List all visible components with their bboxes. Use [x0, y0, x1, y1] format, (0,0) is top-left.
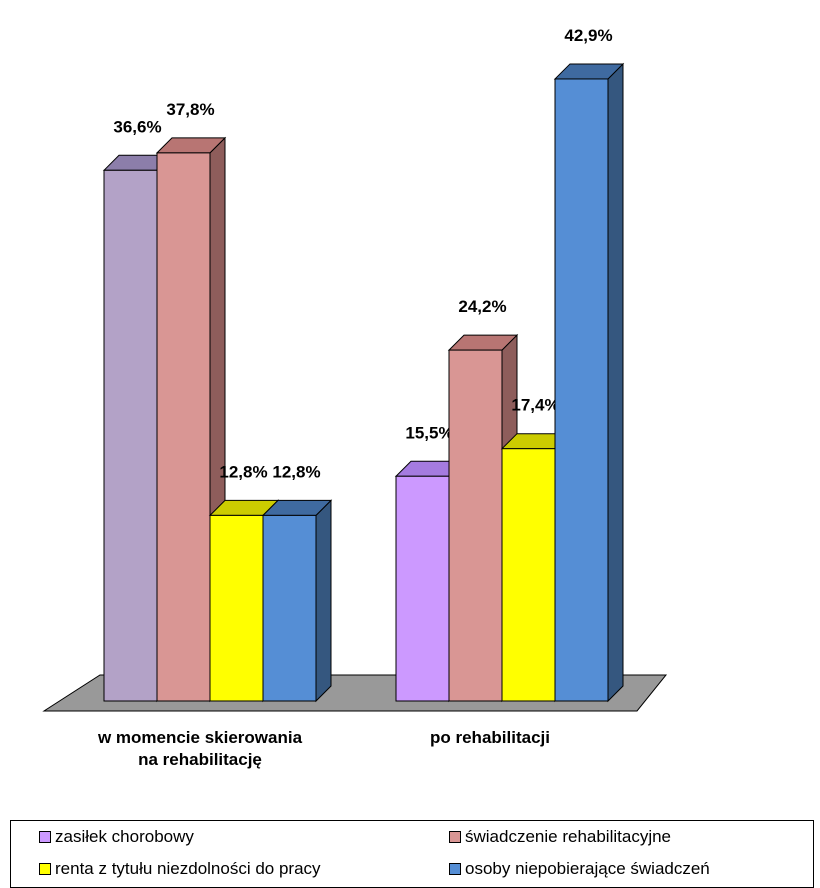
category-label-0-line-2: na rehabilitację	[138, 750, 262, 769]
bar-g0-s0-front	[103, 169, 158, 702]
legend-label-zasilek: zasiłek chorobowy	[55, 827, 194, 846]
data-label-g1-s3: 42,9%	[564, 26, 612, 45]
bar-g1-s3-front	[554, 78, 609, 702]
bar-g1-s2-front	[501, 448, 556, 702]
bar-g0-s3-side	[315, 499, 332, 703]
legend-swatch-niepobierajace	[449, 863, 461, 875]
bar-g0-s1-front	[156, 152, 211, 702]
bar-g1-s3-side	[607, 62, 624, 703]
category-label-1: po rehabilitacji	[385, 727, 595, 749]
legend-label-niepobierajace: osoby niepobierające świadczeń	[465, 859, 710, 878]
legend-swatch-renta	[39, 863, 51, 875]
bar-g0-s3-front	[262, 514, 317, 702]
legend-swatch-swiadczenie	[449, 831, 461, 843]
legend-item-swiadczenie: świadczenie rehabilitacyjne	[449, 827, 671, 847]
category-label-0: w momencie skierowania na rehabilitację	[40, 727, 360, 771]
legend-item-zasilek: zasiłek chorobowy	[39, 827, 194, 847]
bar-g0-s2-front	[209, 514, 264, 702]
data-label-g0-s2: 12,8%	[219, 462, 267, 481]
chart-plot: 36,6% 37,8% 12,8% 12,8% 15,5% 24,2% 17,4% 42,9%	[42, 26, 668, 712]
data-label-g1-s2: 17,4%	[511, 396, 559, 415]
legend-swatch-zasilek	[39, 831, 51, 843]
legend-label-renta: renta z tytułu niezdolności do pracy	[55, 859, 321, 878]
category-label-0-line-1: w momencie skierowania	[97, 728, 303, 747]
data-label-g1-s0: 15,5%	[405, 423, 453, 442]
data-label-g0-s3: 12,8%	[272, 462, 320, 481]
category-label-1-line-1: po rehabilitacji	[430, 728, 550, 747]
legend-item-niepobierajace: osoby niepobierające świadczeń	[449, 859, 710, 879]
legend: zasiłek chorobowy świadczenie rehabilita…	[10, 820, 814, 888]
data-label-g1-s1: 24,2%	[458, 297, 506, 316]
data-label-g0-s1: 37,8%	[166, 100, 214, 119]
legend-label-swiadczenie: świadczenie rehabilitacyjne	[465, 827, 672, 846]
data-label-g0-s0: 36,6%	[113, 117, 161, 136]
legend-item-renta: renta z tytułu niezdolności do pracy	[39, 859, 321, 879]
bar-g1-s1-front	[448, 349, 503, 702]
bar-g1-s0-front	[395, 475, 450, 702]
